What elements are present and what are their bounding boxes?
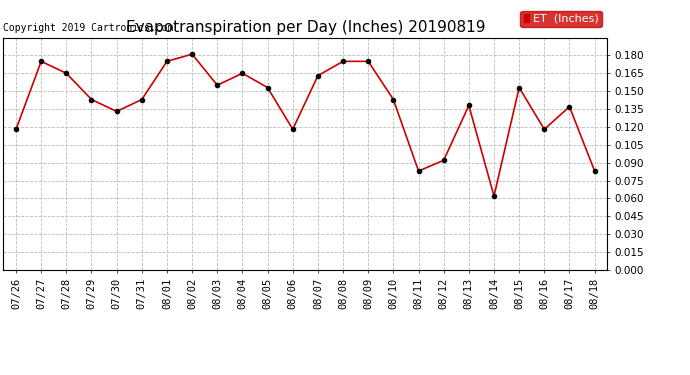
Legend: ET  (Inches): ET (Inches)	[520, 10, 602, 27]
Text: Copyright 2019 Cartronics.com: Copyright 2019 Cartronics.com	[3, 23, 174, 33]
Title: Evapotranspiration per Day (Inches) 20190819: Evapotranspiration per Day (Inches) 2019…	[126, 20, 485, 35]
